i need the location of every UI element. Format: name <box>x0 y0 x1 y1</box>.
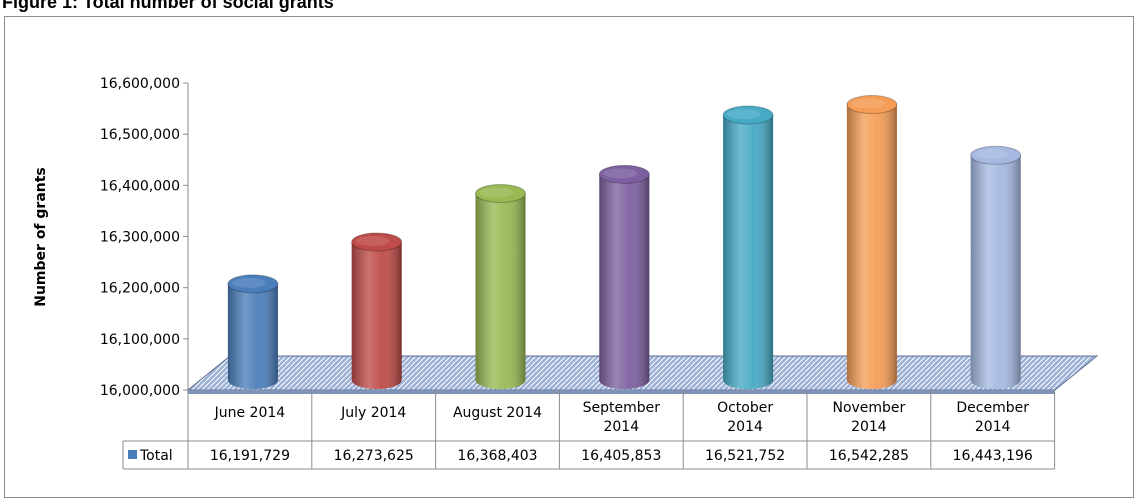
data-table: June 2014 July 2014 August 2014 September 20… <box>122 390 1056 470</box>
bar-shading <box>475 193 526 389</box>
bar-top-highlight <box>479 187 514 198</box>
bar-top-highlight <box>974 149 1009 160</box>
bar-shading <box>846 104 897 390</box>
page-title: Figure 1: Total number of social grants <box>2 0 334 12</box>
bar <box>227 274 279 389</box>
data-label: 16,191,729 <box>210 448 290 464</box>
floor-edge <box>188 390 1055 394</box>
y-tick-label: 16,400,000 <box>100 178 180 194</box>
bar-top <box>351 232 403 252</box>
bar-top <box>227 274 279 294</box>
y-tick-label: 16,100,000 <box>100 332 180 348</box>
bar-top <box>598 164 650 184</box>
x-tick-label: December 2014 <box>956 400 1029 435</box>
bar <box>351 232 403 389</box>
x-tick-label: August 2014 <box>453 405 542 421</box>
bar-shading <box>599 174 650 389</box>
chart-frame: 16,000,000 16,100,000 16,200,000 16,300,000… <box>4 16 1134 498</box>
bar-top <box>970 145 1022 165</box>
y-tick-label: 16,200,000 <box>100 281 180 297</box>
x-tick-label: November 2014 <box>832 400 905 435</box>
bar <box>598 164 650 389</box>
bar-top-highlight <box>355 235 390 246</box>
data-label: 16,521,752 <box>705 448 785 464</box>
bar <box>846 95 898 390</box>
bar-shading <box>227 283 278 389</box>
data-label: 16,542,285 <box>829 448 909 464</box>
bar-top-highlight <box>850 98 885 109</box>
y-axis: 16,000,000 16,100,000 16,200,000 16,300,000… <box>100 76 189 399</box>
bar-top-highlight <box>727 109 762 120</box>
x-tick-label: September 2014 <box>583 400 661 435</box>
data-label: 16,443,196 <box>953 448 1033 464</box>
bar-top-highlight <box>603 168 638 179</box>
bar <box>970 145 1022 389</box>
bar-shading <box>723 115 774 389</box>
bar-top-highlight <box>231 277 266 288</box>
bar-chart: 16,000,000 16,100,000 16,200,000 16,300,000… <box>33 76 1099 470</box>
y-tick-label: 16,500,000 <box>100 127 180 143</box>
x-tick-label: October 2014 <box>717 400 773 435</box>
bar <box>722 105 774 389</box>
y-tick-label: 16,300,000 <box>100 230 180 246</box>
legend-swatch <box>128 450 137 459</box>
y-tick-label: 16,000,000 <box>100 383 180 399</box>
data-label: 16,368,403 <box>457 448 537 464</box>
bar-top <box>846 95 898 115</box>
y-axis-label: Number of grants <box>33 167 49 307</box>
bar <box>475 184 526 389</box>
x-tick-label: June 2014 <box>214 405 286 421</box>
data-label: 16,405,853 <box>581 448 661 464</box>
bar-top <box>722 105 774 125</box>
bars <box>227 95 1022 390</box>
bar-shading <box>351 241 402 389</box>
y-tick-label: 16,600,000 <box>100 76 180 92</box>
bar-shading <box>970 155 1021 389</box>
data-label: 16,273,625 <box>334 448 414 464</box>
x-tick-label: July 2014 <box>340 405 406 421</box>
legend-label: Total <box>139 448 173 464</box>
bar-top <box>475 184 526 204</box>
